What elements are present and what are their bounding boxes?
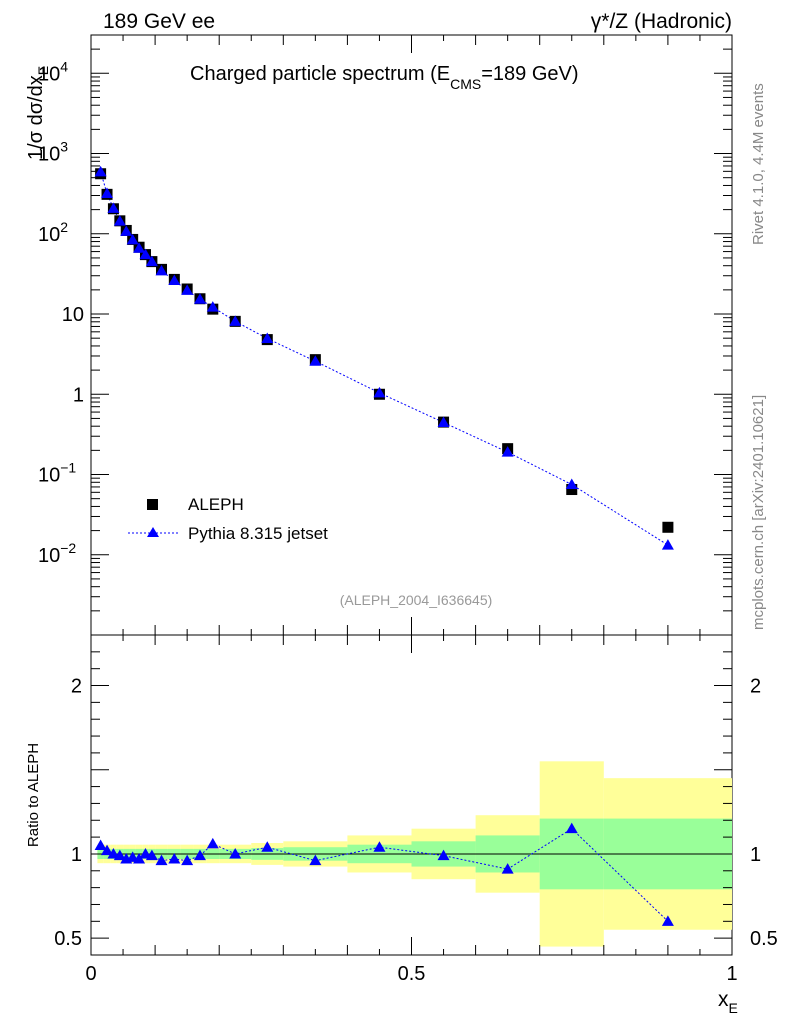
- analysis-watermark: (ALEPH_2004_I636645): [340, 592, 493, 608]
- ratio-point: [94, 839, 107, 851]
- ratio-point: [565, 822, 578, 834]
- mc-point: [120, 225, 133, 236]
- mc-point: [181, 284, 194, 295]
- data-points: [95, 168, 674, 533]
- y-tick-label-pow: 104: [38, 58, 68, 85]
- mc-point: [107, 202, 120, 213]
- rivet-version-label: Rivet 4.1.0, 4.4M events: [750, 83, 767, 245]
- mc-point: [133, 242, 146, 253]
- ratio-y-label: Ratio to ALEPH: [25, 743, 42, 847]
- mc-point: [501, 446, 514, 457]
- legend-data-label: ALEPH: [188, 495, 244, 514]
- x-tick-label: 0.5: [398, 963, 426, 985]
- mc-point: [145, 255, 158, 267]
- mc-point: [373, 386, 386, 398]
- mc-point: [261, 332, 274, 344]
- mc-point: [206, 301, 219, 312]
- main-frame: [90, 34, 733, 636]
- ratio-point: [113, 849, 126, 861]
- ratio-tick-label: 1: [71, 844, 82, 866]
- mc-series-line: [100, 171, 669, 546]
- data-point: [566, 484, 578, 496]
- ratio-point: [261, 841, 274, 852]
- header-left: 189 GeV ee: [103, 10, 215, 33]
- ratio-point: [181, 854, 194, 866]
- ratio-point: [133, 853, 146, 864]
- chart-title: Charged particle spectrum (ECMS=189 GeV): [190, 63, 579, 92]
- mc-point: [168, 274, 181, 285]
- ratio-point: [437, 849, 450, 861]
- mc-point: [113, 215, 126, 226]
- x-tick-label: 0: [85, 963, 96, 985]
- ratio-point: [309, 854, 322, 866]
- x-axis-label-main: x: [718, 988, 729, 1011]
- y-axis-label: 1/σ dσ/dxE: [25, 66, 51, 160]
- legend: ALEPH Pythia 8.315 jetset: [128, 495, 328, 543]
- y-axis-label-main: 1/σ dσ/dx: [25, 75, 47, 160]
- y-tick-label-pow: 102: [38, 219, 68, 246]
- ratio-point: [501, 863, 514, 874]
- mc-point: [565, 478, 578, 490]
- chart-title-sub: CMS: [450, 76, 481, 92]
- ratio-tick-label: 2: [71, 676, 82, 698]
- mc-point: [309, 355, 322, 366]
- legend-mc-label: Pythia 8.315 jetset: [188, 524, 328, 543]
- ratio-point: [155, 854, 168, 866]
- ratio-tick-label: 1: [750, 844, 761, 866]
- ratio-point: [373, 841, 386, 852]
- mc-point: [193, 293, 206, 304]
- mc-point: [229, 315, 242, 326]
- legend-mc-marker: [147, 527, 159, 537]
- ratio-point: [661, 915, 674, 926]
- ratio-point: [145, 849, 158, 861]
- ratio-point: [101, 844, 114, 856]
- mc-point: [661, 539, 674, 550]
- ratio-tick-label: 0.5: [54, 928, 82, 950]
- ratio-point: [206, 837, 219, 849]
- y-tick-label-pow: 10−2: [38, 540, 76, 567]
- ratio-tick-label: 2: [750, 676, 761, 698]
- legend-data-marker: [147, 499, 158, 510]
- ratio-tick-label: 0.5: [750, 928, 778, 950]
- chart-title-main: Charged particle spectrum (E: [190, 63, 450, 85]
- mc-point: [126, 233, 139, 245]
- mc-point: [101, 187, 114, 198]
- header-right: γ*/Z (Hadronic): [591, 10, 732, 33]
- ratio-point: [229, 847, 242, 859]
- y-axis-label-sub: E: [35, 66, 51, 75]
- x-axis-label-sub: E: [729, 1000, 738, 1016]
- y-tick-label: 10: [62, 304, 84, 326]
- y-tick-label-pow: 10−1: [38, 460, 76, 487]
- y-tick-label-pow: 103: [38, 139, 68, 166]
- ratio-points: [94, 822, 674, 926]
- data-point: [662, 521, 674, 533]
- mcplots-label: mcplots.cern.ch [arXiv:2401.10621]: [750, 395, 767, 630]
- mc-point: [437, 416, 450, 427]
- chart-title-tail: =189 GeV): [481, 63, 578, 85]
- ratio-point: [193, 849, 206, 861]
- mc-point: [139, 248, 152, 260]
- mc-point: [155, 264, 168, 276]
- mc-point: [94, 165, 107, 177]
- y-tick-label: 1: [73, 384, 84, 406]
- mc-points: [94, 165, 674, 550]
- x-tick-label: 1: [726, 963, 737, 985]
- ratio-point: [168, 853, 181, 864]
- x-axis-label: xE: [718, 988, 738, 1016]
